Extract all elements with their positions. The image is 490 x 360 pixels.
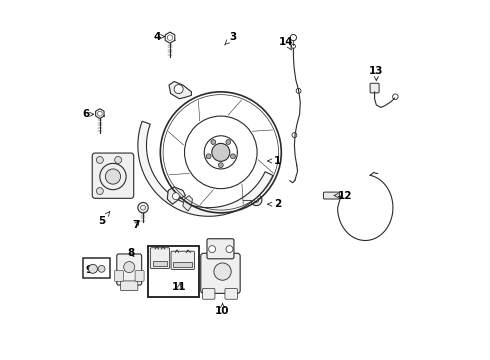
Circle shape: [97, 157, 103, 163]
Circle shape: [97, 188, 103, 194]
Text: 14: 14: [279, 37, 294, 50]
Text: 8: 8: [127, 248, 135, 257]
Text: 6: 6: [82, 109, 94, 119]
Text: 9: 9: [86, 265, 97, 275]
Polygon shape: [183, 195, 193, 211]
Text: 1: 1: [268, 156, 281, 166]
Circle shape: [226, 140, 231, 144]
Circle shape: [172, 193, 179, 200]
FancyBboxPatch shape: [370, 83, 379, 93]
Text: 5: 5: [98, 212, 110, 226]
FancyBboxPatch shape: [207, 239, 234, 259]
Circle shape: [214, 263, 231, 280]
Circle shape: [251, 194, 262, 206]
Text: 12: 12: [334, 190, 352, 201]
Circle shape: [212, 143, 230, 161]
Text: 4: 4: [153, 32, 165, 41]
Circle shape: [206, 154, 211, 159]
Polygon shape: [167, 187, 186, 204]
Polygon shape: [169, 81, 192, 99]
Circle shape: [174, 85, 183, 94]
Circle shape: [231, 154, 235, 159]
Bar: [153, 261, 167, 266]
Circle shape: [138, 202, 148, 213]
Circle shape: [88, 264, 98, 273]
Bar: [148, 246, 199, 297]
Circle shape: [226, 246, 233, 253]
FancyBboxPatch shape: [202, 288, 215, 299]
FancyBboxPatch shape: [117, 254, 142, 285]
Circle shape: [123, 262, 135, 273]
FancyBboxPatch shape: [92, 153, 134, 198]
Polygon shape: [138, 121, 273, 216]
Text: 2: 2: [268, 199, 281, 209]
Circle shape: [115, 157, 122, 163]
FancyBboxPatch shape: [150, 248, 170, 269]
Bar: [83, 258, 110, 278]
Text: 7: 7: [132, 220, 140, 230]
Circle shape: [209, 246, 216, 253]
FancyBboxPatch shape: [201, 253, 240, 293]
Circle shape: [211, 140, 216, 144]
Text: 13: 13: [369, 66, 384, 81]
Text: 11: 11: [172, 282, 187, 292]
FancyBboxPatch shape: [114, 271, 123, 281]
FancyBboxPatch shape: [121, 281, 138, 291]
Circle shape: [219, 163, 223, 167]
Text: 3: 3: [224, 32, 237, 45]
FancyBboxPatch shape: [225, 288, 237, 299]
FancyBboxPatch shape: [171, 251, 195, 270]
FancyBboxPatch shape: [135, 271, 144, 281]
Circle shape: [105, 169, 121, 184]
Text: 10: 10: [215, 303, 230, 316]
FancyBboxPatch shape: [323, 192, 340, 199]
Bar: [173, 262, 192, 267]
Circle shape: [98, 265, 105, 272]
